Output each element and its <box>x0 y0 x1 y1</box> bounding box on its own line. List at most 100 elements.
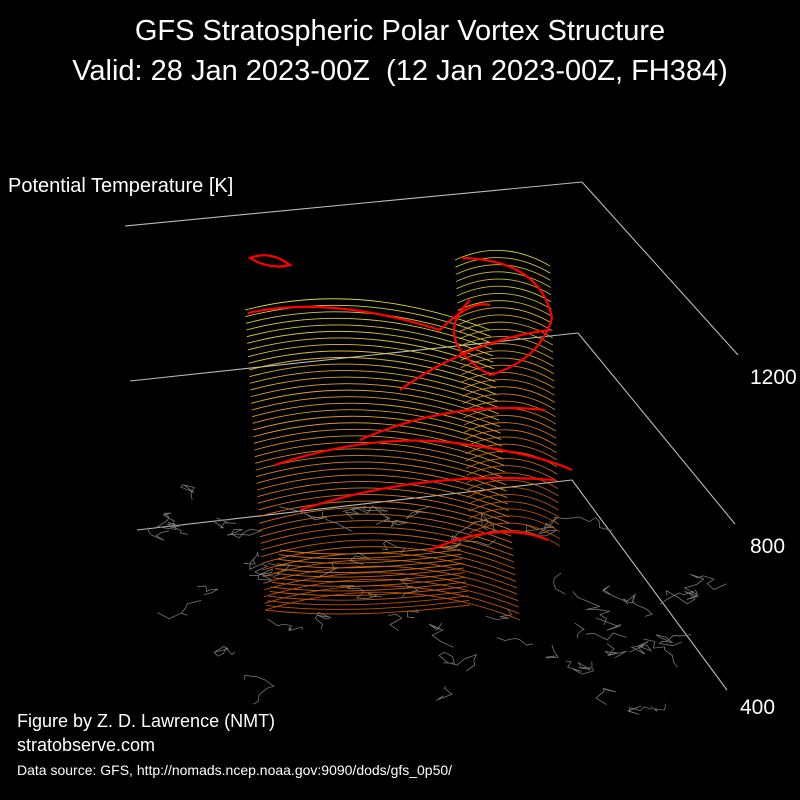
contour-line <box>244 298 491 331</box>
coastline <box>665 589 700 605</box>
contour-line <box>458 314 553 331</box>
highlight-contours <box>247 254 573 552</box>
coastline <box>629 641 653 655</box>
coastline <box>585 632 627 641</box>
coastline <box>157 600 202 620</box>
coastline <box>683 573 727 596</box>
coastline <box>553 516 613 531</box>
coastline <box>577 661 593 671</box>
coastline <box>626 705 652 715</box>
coastline <box>438 651 478 672</box>
contour-line <box>459 336 554 353</box>
contour-line <box>464 436 557 454</box>
contour-line <box>263 572 519 602</box>
contour-line <box>463 414 557 432</box>
coastline <box>314 611 332 630</box>
contour-line <box>462 400 556 418</box>
contour-line <box>256 467 508 499</box>
contour-line <box>249 370 498 402</box>
contour-line <box>259 513 513 544</box>
contour-line <box>252 409 502 441</box>
coastline <box>485 608 513 620</box>
coastline <box>428 622 454 648</box>
coastline <box>622 593 653 617</box>
contour-line <box>466 458 558 475</box>
contour-line <box>461 364 555 382</box>
contour-line <box>460 350 554 367</box>
contour-line <box>467 479 559 497</box>
coastline <box>157 523 188 535</box>
contour-line <box>460 357 555 375</box>
contour-line <box>277 553 462 564</box>
grid-line <box>129 332 579 382</box>
contour-line <box>469 529 561 547</box>
z-axis-label: Potential Temperature [K] <box>8 175 234 197</box>
coastline <box>388 613 403 632</box>
contour-line <box>255 448 506 479</box>
contour-line <box>245 304 491 337</box>
coastline <box>660 590 695 605</box>
website-link[interactable]: stratobserve.com <box>17 735 156 755</box>
coastline <box>524 522 556 532</box>
coastline <box>574 622 586 639</box>
data-source-note: Data source: GFS, http://nomads.ncep.noa… <box>17 762 453 778</box>
coastline <box>604 643 627 659</box>
coastline <box>197 585 219 595</box>
contour-line <box>264 591 521 621</box>
grid-line <box>581 181 739 356</box>
contour-line <box>258 500 511 531</box>
contour-line <box>252 415 503 447</box>
contour-line <box>255 454 507 486</box>
contour-line <box>260 526 514 557</box>
coastline <box>244 675 275 705</box>
contour-line <box>461 371 555 389</box>
coastline <box>243 558 256 565</box>
chart-subtitle: Valid: 28 Jan 2023-00Z (12 Jan 2023-00Z,… <box>72 55 728 87</box>
contour-line <box>278 549 461 560</box>
highlight-contour <box>359 406 546 442</box>
coastline <box>213 645 236 657</box>
contour-line <box>464 429 557 446</box>
coastline <box>565 660 595 675</box>
contour-line <box>459 343 554 360</box>
contour-line <box>458 321 553 339</box>
contour-line <box>469 522 560 540</box>
coastline <box>226 528 263 539</box>
contour-line <box>268 590 468 601</box>
contour-line <box>468 501 560 518</box>
highlight-contour <box>274 439 573 471</box>
contour-line <box>275 563 464 573</box>
grid-line <box>571 479 728 691</box>
z-tick-label: 800 <box>750 535 786 558</box>
contour-line <box>264 585 520 615</box>
coastline <box>267 618 303 632</box>
coastline <box>212 517 236 529</box>
contour-line <box>466 465 558 482</box>
contour-line <box>263 565 518 595</box>
highlight-contour <box>247 303 491 332</box>
coastline <box>572 590 610 626</box>
figure-credit: Figure by Z. D. Lawrence (NMT) <box>17 711 276 731</box>
coastline <box>157 512 180 529</box>
contour-line <box>261 546 516 576</box>
highlight-contour <box>429 530 549 552</box>
coastline <box>436 686 454 701</box>
contour-line <box>259 507 512 537</box>
vortex-contours <box>244 249 561 621</box>
chart-title: GFS Stratospheric Polar Vortex Structure <box>134 15 666 47</box>
coastline <box>340 585 382 600</box>
contour-line <box>276 558 463 569</box>
contour-line <box>257 480 509 511</box>
contour-line <box>267 595 469 606</box>
contour-line <box>468 508 560 525</box>
contour-line <box>247 344 495 376</box>
contour-line <box>253 428 504 460</box>
contour-line <box>274 567 464 578</box>
contour-line <box>456 285 552 303</box>
coastline <box>655 634 692 647</box>
contour-line <box>462 393 556 410</box>
contour-line <box>256 474 509 505</box>
contour-line <box>273 572 465 583</box>
contour-line <box>266 599 470 610</box>
